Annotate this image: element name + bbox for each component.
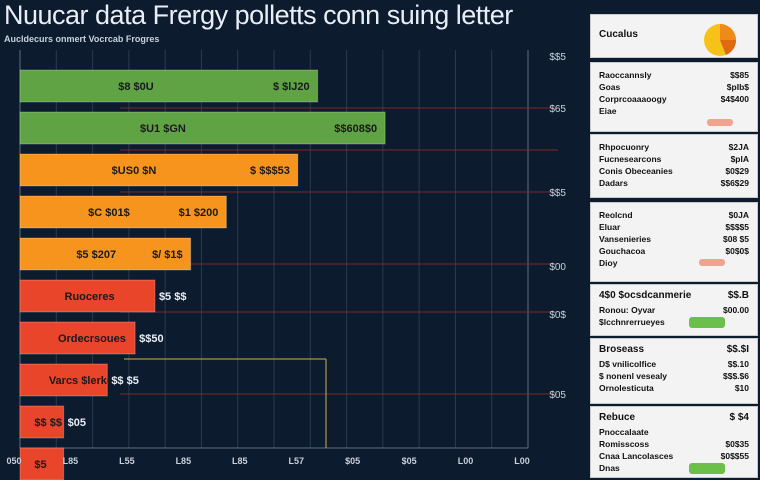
chart-subtitle: Aucldecurs onmert Vocrcab Frogres: [4, 34, 160, 44]
bar-inner-label: $U1 $GN: [140, 123, 186, 135]
panel-2-row-2: Conis Obeceanies $0$29: [599, 166, 749, 176]
panel-1-row-1: Goas $pIb$: [599, 82, 749, 92]
x-tick-label: $05: [345, 456, 360, 466]
bar-inner-label: $8 $0U: [118, 81, 154, 93]
right-axis-label: $00: [549, 262, 566, 273]
bar-chart: $$5 $65 $$5 $00 $0$ $05 $8 $0U $ $lJ20 $U1 $GN $$…: [6, 50, 566, 480]
bar: [19, 279, 156, 313]
bar-inner-label: $5: [34, 459, 46, 471]
panel-card-3: Reolcnd $0JA Eluar $$$$5 Vansenieries $08 $…: [590, 202, 758, 282]
panel-6-row-1: Romisscoss $0$35: [599, 439, 749, 449]
panel-2-row-3: Dadars $$6$29: [599, 178, 749, 188]
panel-3-status-pill: [699, 259, 725, 266]
bar-inner-label: Ordecrsoues: [58, 333, 126, 345]
chart-title: Nuucar data Frergy polletts conn suing l…: [4, 0, 513, 30]
panel-card-5: Broseass $$.$I D$ vnilicolfice $$.10 $ non…: [590, 338, 758, 404]
panel-6-status-pill: [689, 463, 725, 474]
panel-3-row-4: Dioy: [591, 257, 757, 269]
bar-value-label: $$50: [139, 333, 163, 345]
x-tick-label: L55: [119, 456, 135, 466]
panel-4-status-pill: [689, 317, 725, 328]
panel-header-title: Cucalus: [599, 29, 638, 40]
bar: [19, 153, 299, 187]
bar: [19, 405, 65, 439]
bar-inner-label: $$ $$: [34, 417, 62, 429]
panel-1-row-2: Corprcoaaaoogy $4$400: [599, 94, 749, 104]
bar-value-label: $05: [68, 417, 86, 429]
bar: [19, 69, 319, 103]
bar: [19, 237, 192, 271]
panel-5-row-1: $ nonenl vesealy $$$.$6: [599, 371, 749, 381]
panel-1-row-0: Raoccannsly $$85: [599, 70, 749, 80]
bar: [19, 195, 227, 229]
panel-3-row-2: Vansenieries $08 $5: [599, 234, 749, 244]
bar: [19, 321, 136, 355]
bar-value-label: $/ $1$: [152, 249, 183, 261]
panel-5-row-0: D$ vnilicolfice $$.10: [599, 359, 749, 369]
bar-inner-label: Varcs $lerkes: [49, 375, 119, 387]
panel-1-status-pill: [707, 119, 733, 126]
x-tick-label: 050: [6, 456, 21, 466]
panel-card-2: Rhpocuonry $2JA Fucnesearcons $pIA Conis O…: [590, 134, 758, 198]
bar-inner-label: Ruoceres: [65, 291, 115, 303]
panel-6-heading: Rebuce $ $4: [599, 412, 749, 423]
panel-6-row-2: Cnaa Lancolasces $0$$55: [599, 451, 749, 461]
x-tick-label: $05: [402, 456, 417, 466]
panel-card-1: Raoccannsly $$85 Goas $pIb$ Corprcoaaaoogy…: [590, 62, 758, 132]
bar-value-label: $5 $$: [159, 291, 187, 303]
x-tick-label: L57: [288, 456, 304, 466]
bar-value-label: $ $$$53: [250, 165, 290, 177]
bar-inner-label: $5 $207: [76, 249, 116, 261]
bar: [19, 447, 65, 480]
bar-inner-label: $C $01$: [88, 207, 130, 219]
panel-3-row-1: Eluar $$$$5: [599, 222, 749, 232]
panel-6-row-0: Pnoccalaate: [599, 427, 649, 437]
bar-value-label: $1 $200: [179, 207, 219, 219]
panel-3-row-0: Reolcnd $0JA: [599, 210, 749, 220]
right-axis-label: $$5: [549, 188, 566, 199]
bar-value-label: $ $lJ20: [273, 81, 310, 93]
x-tick-label: L00: [514, 456, 530, 466]
panel-card-6: Rebuce $ $4 Pnoccalaate Romisscoss $0$35 C…: [590, 406, 758, 478]
right-axis-label: $05: [549, 390, 566, 401]
panel-header-card: Cucalus: [590, 14, 758, 58]
panel-4-row-0: Ronou: Oyvar $00.00: [599, 305, 749, 315]
right-axis-label: $65: [549, 104, 566, 115]
panel-4-heading: 4$0 $ocsdcanmerie $$.B: [599, 290, 749, 301]
panel-6-row-3: Dnas: [591, 462, 757, 475]
x-tick-label: L00: [458, 456, 474, 466]
x-tick-label: L85: [63, 456, 79, 466]
panel-5-row-2: Ornolesticuta $10: [599, 383, 749, 393]
panel-2-row-1: Fucnesearcons $pIA: [599, 154, 749, 164]
bar: [19, 363, 108, 397]
bar: [19, 111, 386, 145]
right-axis-label: $0$: [549, 310, 566, 321]
donut-chart-icon: [703, 23, 737, 57]
bar-inner-label: $US0 $N: [112, 165, 157, 177]
x-tick-label: L85: [176, 456, 192, 466]
panel-card-4: 4$0 $ocsdcanmerie $$.B Ronou: Oyvar $00.00…: [590, 284, 758, 336]
right-axis-label: $$5: [549, 52, 566, 63]
panel-5-heading: Broseass $$.$I: [599, 344, 749, 355]
bar-value-label: $$ $5: [111, 375, 139, 387]
panel-2-row-0: Rhpocuonry $2JA: [599, 142, 749, 152]
bar-value-label: $$608$0: [334, 123, 377, 135]
panel-3-row-3: Gouchacoa $0$0$: [599, 246, 749, 256]
x-tick-label: L85: [232, 456, 248, 466]
panel-4-row-1: $lcchnrerrueyes: [591, 316, 757, 329]
panel-1-row-3: Eiae: [599, 106, 617, 116]
